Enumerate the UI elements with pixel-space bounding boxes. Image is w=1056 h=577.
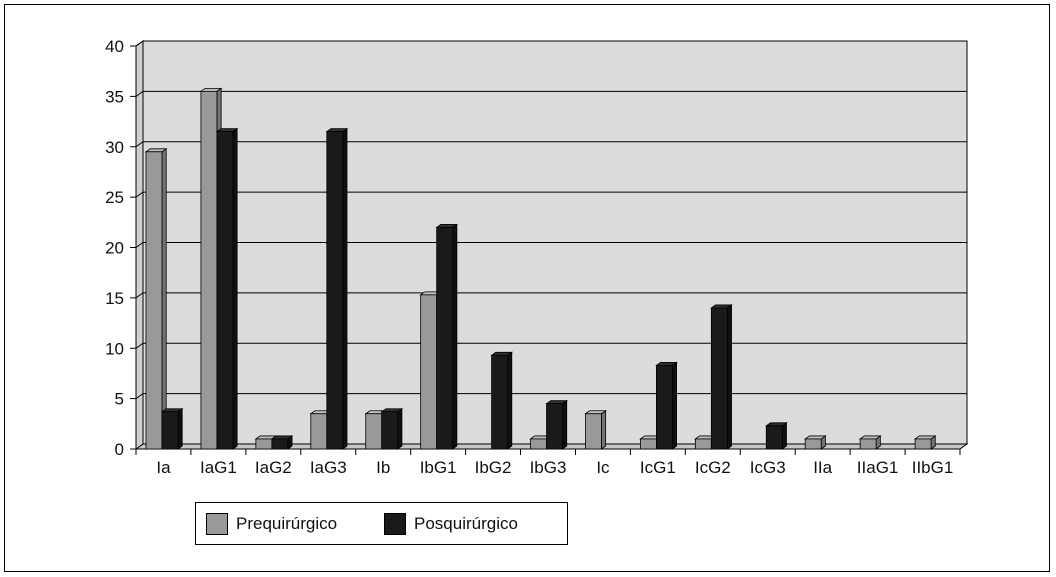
- y-tick-label: 10: [105, 339, 124, 358]
- bar-side-posquirurgico: [177, 407, 183, 450]
- bar-posquirurgico: [710, 307, 728, 450]
- x-tick-label: IIaG1: [857, 458, 899, 477]
- bar-posquirurgico: [546, 403, 563, 450]
- x-tick-label: IcG2: [695, 458, 731, 477]
- bar-top-posquirurgico: [710, 304, 733, 309]
- y-tick-label: 20: [105, 239, 124, 258]
- bar-top-posquirurgico: [545, 400, 568, 405]
- legend-item-posquirurgico: Posquirúrgico: [384, 512, 518, 536]
- legend-label-posquirurgico: Posquirúrgico: [414, 514, 518, 533]
- gridline-side: [135, 40, 144, 47]
- gridline-side: [135, 342, 144, 349]
- bar-prequirurgico: [310, 413, 328, 450]
- x-tick-label: IaG2: [255, 458, 292, 477]
- bar-posquirurgico: [216, 131, 234, 450]
- bar-prequirurgico: [585, 413, 602, 450]
- bar-posquirurgico: [161, 411, 179, 450]
- bar-top-prequirurgico: [199, 87, 223, 92]
- bar-top-prequirurgico: [858, 435, 882, 440]
- y-tick-label: 15: [105, 289, 124, 308]
- bar-side-posquirurgico: [726, 304, 732, 450]
- bar-prequirurgico: [914, 438, 932, 450]
- legend: Prequirúrgico Posquirúrgico: [195, 502, 568, 545]
- x-tick-label: IbG2: [475, 458, 512, 477]
- bar-posquirurgico: [271, 438, 289, 450]
- bar-posquirurgico: [381, 411, 399, 450]
- gridline-side: [135, 393, 144, 400]
- legend-swatch-posquirurgico: [384, 513, 406, 535]
- bar-side-posquirurgico: [507, 351, 513, 450]
- bar-posquirurgico: [326, 131, 344, 450]
- bar-side-posquirurgico: [672, 361, 677, 450]
- bar-top-prequirurgico: [913, 435, 937, 440]
- bar-top-posquirurgico: [490, 351, 514, 356]
- bar-posquirurgico: [765, 425, 783, 450]
- legend-item-prequirurgico: Prequirúrgico: [206, 512, 337, 536]
- y-tick-label: 0: [115, 440, 124, 459]
- x-tick-label: IbG1: [420, 458, 457, 477]
- bar-prequirurgico: [145, 151, 163, 450]
- bar-top-prequirurgico: [144, 148, 168, 153]
- bar-prequirurgico: [200, 90, 218, 450]
- bar-posquirurgico: [656, 364, 673, 450]
- x-tick-label: IcG1: [640, 458, 676, 477]
- bar-top-posquirurgico: [435, 223, 459, 228]
- bar-prequirurgico: [420, 294, 438, 450]
- y-tick-label: 25: [105, 188, 124, 207]
- chart-frame: [4, 4, 1050, 572]
- bar-prequirurgico: [365, 413, 383, 450]
- bar-side-prequirurgico: [601, 409, 607, 450]
- bar-prequirurgico: [640, 438, 657, 450]
- bar-prequirurgico: [530, 438, 547, 450]
- bar-side-posquirurgico: [342, 127, 348, 450]
- bar-side-posquirurgico: [232, 127, 238, 450]
- bar-prequirurgico: [859, 438, 877, 450]
- x-tick-label: IcG3: [750, 458, 786, 477]
- x-tick-label: IaG3: [310, 458, 347, 477]
- gridline-side: [135, 242, 144, 248]
- bar-top-posquirurgico: [215, 128, 239, 133]
- bar-top-posquirurgico: [270, 435, 294, 440]
- bar-prequirurgico: [694, 438, 712, 450]
- bar-top-prequirurgico: [584, 410, 607, 415]
- bar-top-posquirurgico: [325, 128, 349, 133]
- bar-posquirurgico: [491, 354, 509, 450]
- gridline-side: [135, 191, 144, 198]
- gridline-side: [135, 292, 144, 299]
- x-tick-label: Ic: [596, 458, 610, 477]
- bar-side-posquirurgico: [562, 399, 568, 450]
- bar-side-posquirurgico: [397, 407, 403, 450]
- bar-side-posquirurgico: [781, 422, 787, 450]
- legend-label-prequirurgico: Prequirúrgico: [236, 514, 338, 533]
- x-tick-label: IIbG1: [912, 458, 954, 477]
- gridline-side: [135, 90, 144, 97]
- y-tick-label: 30: [105, 138, 124, 157]
- x-tick-label: IbG3: [530, 458, 567, 477]
- bar-side-posquirurgico: [452, 223, 458, 450]
- bar-prequirurgico: [804, 438, 822, 450]
- y-tick-label: 5: [115, 390, 124, 409]
- x-tick-label: IIa: [813, 458, 832, 477]
- gridline-side: [135, 141, 144, 148]
- bar-top-posquirurgico: [655, 361, 678, 366]
- bar-top-prequirurgico: [803, 435, 827, 440]
- x-tick-label: Ia: [156, 458, 171, 477]
- bar-prequirurgico: [255, 438, 273, 450]
- bar-side-prequirurgico: [161, 148, 167, 450]
- bar-top-posquirurgico: [160, 408, 184, 413]
- legend-swatch-prequirurgico: [206, 513, 228, 535]
- bar-posquirurgico: [436, 226, 454, 450]
- y-tick-label: 40: [105, 37, 124, 56]
- x-tick-label: IaG1: [200, 458, 237, 477]
- bar-top-posquirurgico: [380, 408, 404, 413]
- x-tick-label: Ib: [376, 458, 390, 477]
- y-tick-label: 35: [105, 87, 124, 106]
- bar-top-posquirurgico: [765, 422, 788, 427]
